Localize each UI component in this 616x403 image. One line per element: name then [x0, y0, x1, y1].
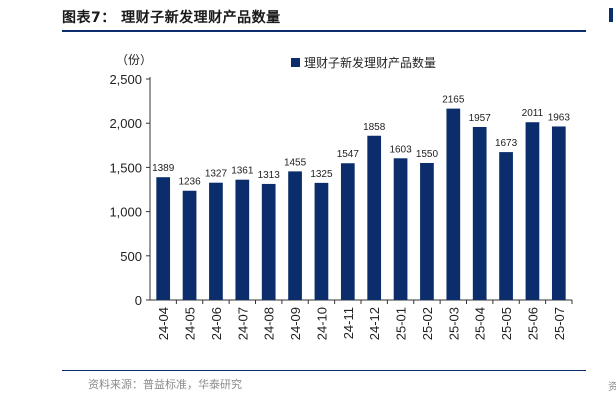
figure-title: 图表7： 理财子新发理财产品数量 — [62, 10, 281, 26]
legend: 理财子新发理财产品数量 — [291, 55, 436, 70]
bar-value-label: 1361 — [231, 166, 254, 177]
x-tick-label: 24-09 — [288, 307, 303, 340]
y-axis: 0 500 1,000 1,500 2,000 2,500 — [109, 72, 151, 308]
bar-value-label: 1325 — [310, 169, 333, 180]
y-tick-label: 1,500 — [109, 160, 142, 175]
bar-value-label: 1547 — [337, 149, 360, 160]
y-tick-label: 1,000 — [109, 205, 142, 220]
source-note: 资料来源：普益标准，华泰研究 — [88, 378, 242, 391]
x-tick-label: 24-08 — [262, 307, 277, 340]
x-tick-label: 25-06 — [525, 307, 540, 340]
bar — [340, 163, 355, 300]
adjacent-panel-edge — [609, 8, 613, 22]
bar — [551, 126, 566, 301]
bar — [156, 177, 171, 300]
bar — [314, 182, 329, 300]
bar-value-label: 1327 — [205, 169, 228, 180]
bar — [182, 190, 197, 300]
adjacent-panel-text: 资 — [608, 382, 616, 393]
x-tick-label: 25-02 — [420, 307, 435, 340]
x-tick-label: 24-12 — [367, 307, 382, 340]
bar — [261, 183, 276, 300]
x-axis: 24-04 24-05 24-06 24-07 24-08 24-09 24-10 24-11… — [150, 299, 573, 340]
bottom-divider — [62, 370, 586, 371]
y-tick-label: 500 — [120, 249, 142, 264]
bar — [209, 182, 223, 300]
bar — [393, 158, 408, 300]
y-tick-label: 2,000 — [109, 116, 142, 131]
bar — [367, 135, 382, 300]
x-tick-label: 25-07 — [552, 307, 567, 340]
bar — [420, 162, 434, 300]
bar — [472, 127, 487, 301]
bar-value-label: 1236 — [178, 177, 201, 188]
x-tick-label: 24-11 — [341, 307, 356, 339]
x-tick-label: 25-05 — [499, 307, 514, 340]
bar — [288, 171, 302, 300]
x-tick-label: 24-10 — [314, 307, 329, 340]
x-tick-label: 24-05 — [183, 307, 198, 340]
x-tick-label: 25-04 — [473, 307, 488, 340]
legend-swatch — [291, 58, 300, 67]
bar-value-label: 1963 — [548, 112, 571, 123]
bar-series — [156, 108, 566, 301]
bar-value-label: 2165 — [442, 95, 465, 106]
bar-value-label: 2011 — [522, 108, 544, 119]
bar — [499, 152, 513, 300]
legend-label: 理财子新发理财产品数量 — [304, 55, 436, 70]
x-tick-label: 24-07 — [235, 307, 250, 340]
x-tick-label: 25-01 — [394, 307, 409, 340]
top-divider — [62, 30, 586, 32]
bar-value-label: 1957 — [469, 113, 492, 124]
bar-value-label: 1313 — [258, 170, 281, 181]
x-tick-label: 25-03 — [446, 307, 461, 340]
bar-value-label: 1858 — [363, 122, 386, 133]
bar-value-label: 1673 — [495, 138, 518, 149]
y-tick-label: 2,500 — [109, 72, 142, 87]
x-tick-label: 24-06 — [209, 307, 224, 340]
bar — [446, 108, 461, 300]
bar-value-label: 1603 — [389, 144, 412, 155]
bar — [525, 122, 540, 300]
x-tick-label: 24-04 — [156, 307, 171, 340]
y-tick-label: 0 — [135, 293, 142, 308]
bar-value-label: 1550 — [416, 149, 439, 160]
bar-value-label: 1389 — [152, 163, 175, 174]
bar-value-label: 1455 — [284, 157, 307, 168]
bar — [235, 179, 250, 300]
y-axis-unit-label: （份） — [116, 53, 152, 67]
